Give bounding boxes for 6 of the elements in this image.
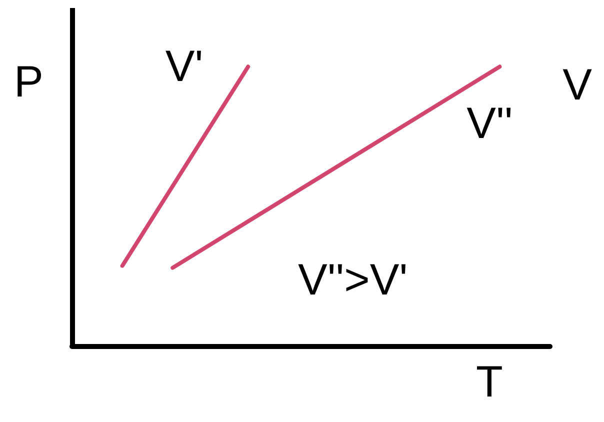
- annotation: V''>V': [298, 256, 408, 304]
- y-axis-title: P: [14, 58, 44, 106]
- x-axis-title: T: [476, 358, 503, 406]
- series-label: V'': [466, 99, 513, 148]
- text: V: [562, 60, 593, 110]
- series-label: V': [165, 42, 204, 92]
